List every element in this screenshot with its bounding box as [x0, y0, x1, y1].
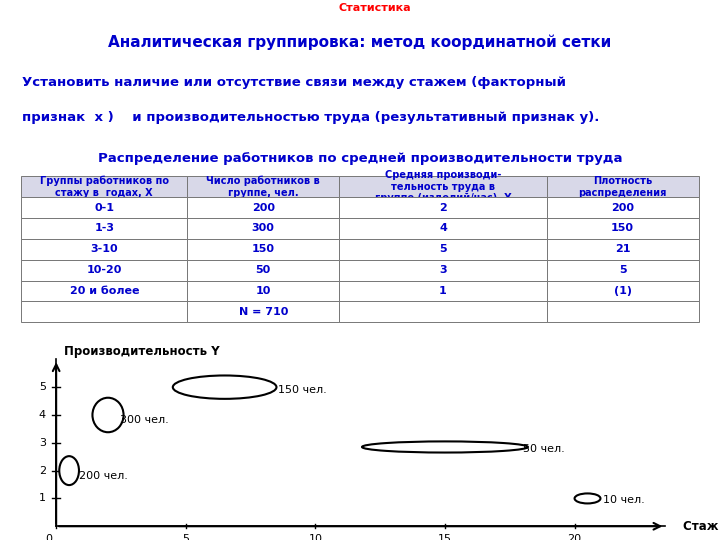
Ellipse shape	[362, 441, 528, 453]
Text: 10 чел.: 10 чел.	[603, 495, 645, 505]
Text: 1: 1	[39, 494, 46, 503]
Ellipse shape	[92, 398, 124, 432]
Ellipse shape	[173, 375, 276, 399]
Text: Стаж X: Стаж X	[683, 520, 720, 533]
Text: 10: 10	[308, 534, 323, 540]
Text: 200 чел.: 200 чел.	[79, 471, 128, 481]
Text: 50 чел.: 50 чел.	[523, 444, 564, 454]
Ellipse shape	[575, 494, 600, 503]
Text: 4: 4	[39, 410, 46, 420]
Text: Аналитическая группировка: метод координатной сетки: Аналитическая группировка: метод координ…	[109, 35, 611, 50]
Text: Распределение работников по средней производительности труда: Распределение работников по средней прои…	[98, 152, 622, 165]
Text: Производительность Y: Производительность Y	[64, 345, 220, 358]
Text: 15: 15	[438, 534, 452, 540]
Text: признак  x )    и производительностью труда (результативный признак y).: признак x ) и производительностью труда …	[22, 111, 599, 124]
Text: 20: 20	[567, 534, 582, 540]
Ellipse shape	[59, 456, 79, 485]
Text: 0: 0	[45, 534, 52, 540]
Text: 2: 2	[39, 465, 46, 476]
Text: Статистика: Статистика	[338, 3, 410, 14]
Text: 5: 5	[182, 534, 189, 540]
Text: 5: 5	[39, 382, 46, 392]
Text: 300 чел.: 300 чел.	[120, 415, 168, 425]
Text: 150 чел.: 150 чел.	[278, 385, 327, 395]
Text: Установить наличие или отсутствие связи между стажем (факторный: Установить наличие или отсутствие связи …	[22, 76, 566, 89]
Text: 3: 3	[39, 438, 46, 448]
